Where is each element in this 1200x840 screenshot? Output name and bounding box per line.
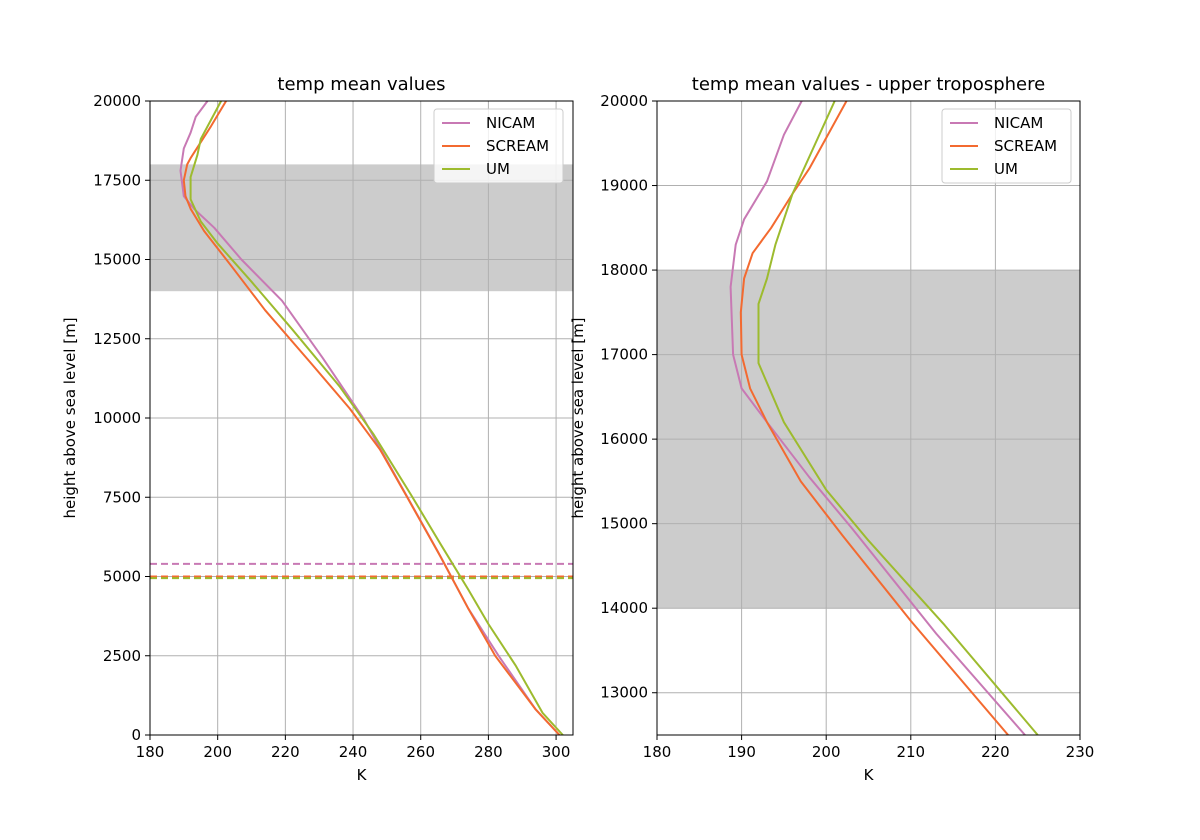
x-tick-label: 190: [727, 743, 756, 761]
y-tick-label: 20000: [600, 92, 648, 110]
chart-title: temp mean values: [277, 74, 445, 95]
series-line-nicam: [729, 101, 1026, 735]
x-tick-label: 200: [203, 743, 232, 761]
legend-box: [941, 108, 1072, 184]
x-tick-label: 200: [812, 743, 841, 761]
legend-box: [433, 108, 564, 184]
legend-label-scream: SCREAM: [486, 137, 549, 155]
y-tick-label: 16000: [600, 430, 648, 448]
y-tick-label: 15000: [93, 251, 141, 269]
shaded-band: [150, 164, 573, 292]
x-tick-label: 220: [981, 743, 1010, 761]
y-tick-label: 2500: [103, 647, 141, 665]
x-tick-label: 180: [136, 743, 165, 761]
y-tick-label: 17500: [93, 171, 141, 189]
series-line-scream: [182, 101, 561, 735]
y-tick-label: 13000: [600, 684, 648, 702]
y-tick-label: 0: [131, 726, 141, 744]
x-tick-label: 180: [643, 743, 672, 761]
legend-label-scream: SCREAM: [994, 137, 1057, 155]
x-tick-label: 240: [339, 743, 368, 761]
legend: NICAM SCREAM UM: [941, 108, 1072, 184]
y-tick-label: 15000: [600, 515, 648, 533]
y-tick-label: 19000: [600, 177, 648, 195]
x-tick-label: 260: [406, 743, 435, 761]
x-axis-label: K: [864, 766, 875, 784]
legend-label-nicam: NICAM: [994, 114, 1043, 132]
series-lines: [729, 101, 1039, 735]
y-tick-label: 17000: [600, 346, 648, 364]
x-tick-label: 210: [896, 743, 925, 761]
axes-frame: [656, 100, 1081, 736]
series-line-um: [189, 101, 564, 735]
right-panel: 180 190 200 210 220 230 13000 14000 15000 16000 17…: [569, 74, 1094, 784]
y-tick-label: 7500: [103, 488, 141, 506]
y-tick-label: 18000: [600, 261, 648, 279]
x-tick-label: 300: [542, 743, 571, 761]
y-tick-label: 20000: [93, 92, 141, 110]
left-panel: 180 200 220 240 260 280 300 0 2500 5000 7500 10000 1…: [61, 74, 574, 784]
legend-label-um: UM: [486, 160, 510, 178]
legend: NICAM SCREAM UM: [433, 108, 564, 184]
series-line-um: [757, 101, 1039, 735]
y-axis-label: height above sea level [m]: [61, 317, 79, 518]
legend-label-um: UM: [994, 160, 1018, 178]
y-tick-label: 12500: [93, 330, 141, 348]
x-tick-label: 220: [271, 743, 300, 761]
series-line-scream: [739, 101, 1009, 735]
legend-label-nicam: NICAM: [486, 114, 535, 132]
x-tick-label: 280: [474, 743, 503, 761]
chart-title: temp mean values - upper troposphere: [692, 74, 1045, 95]
y-tick-label: 10000: [93, 409, 141, 427]
series-lines: [179, 101, 564, 735]
y-tick-label: 14000: [600, 599, 648, 617]
x-tick-label: 230: [1066, 743, 1095, 761]
y-axis-label: height above sea level [m]: [569, 317, 587, 518]
x-axis-label: K: [357, 766, 368, 784]
y-tick-label: 5000: [103, 568, 141, 586]
